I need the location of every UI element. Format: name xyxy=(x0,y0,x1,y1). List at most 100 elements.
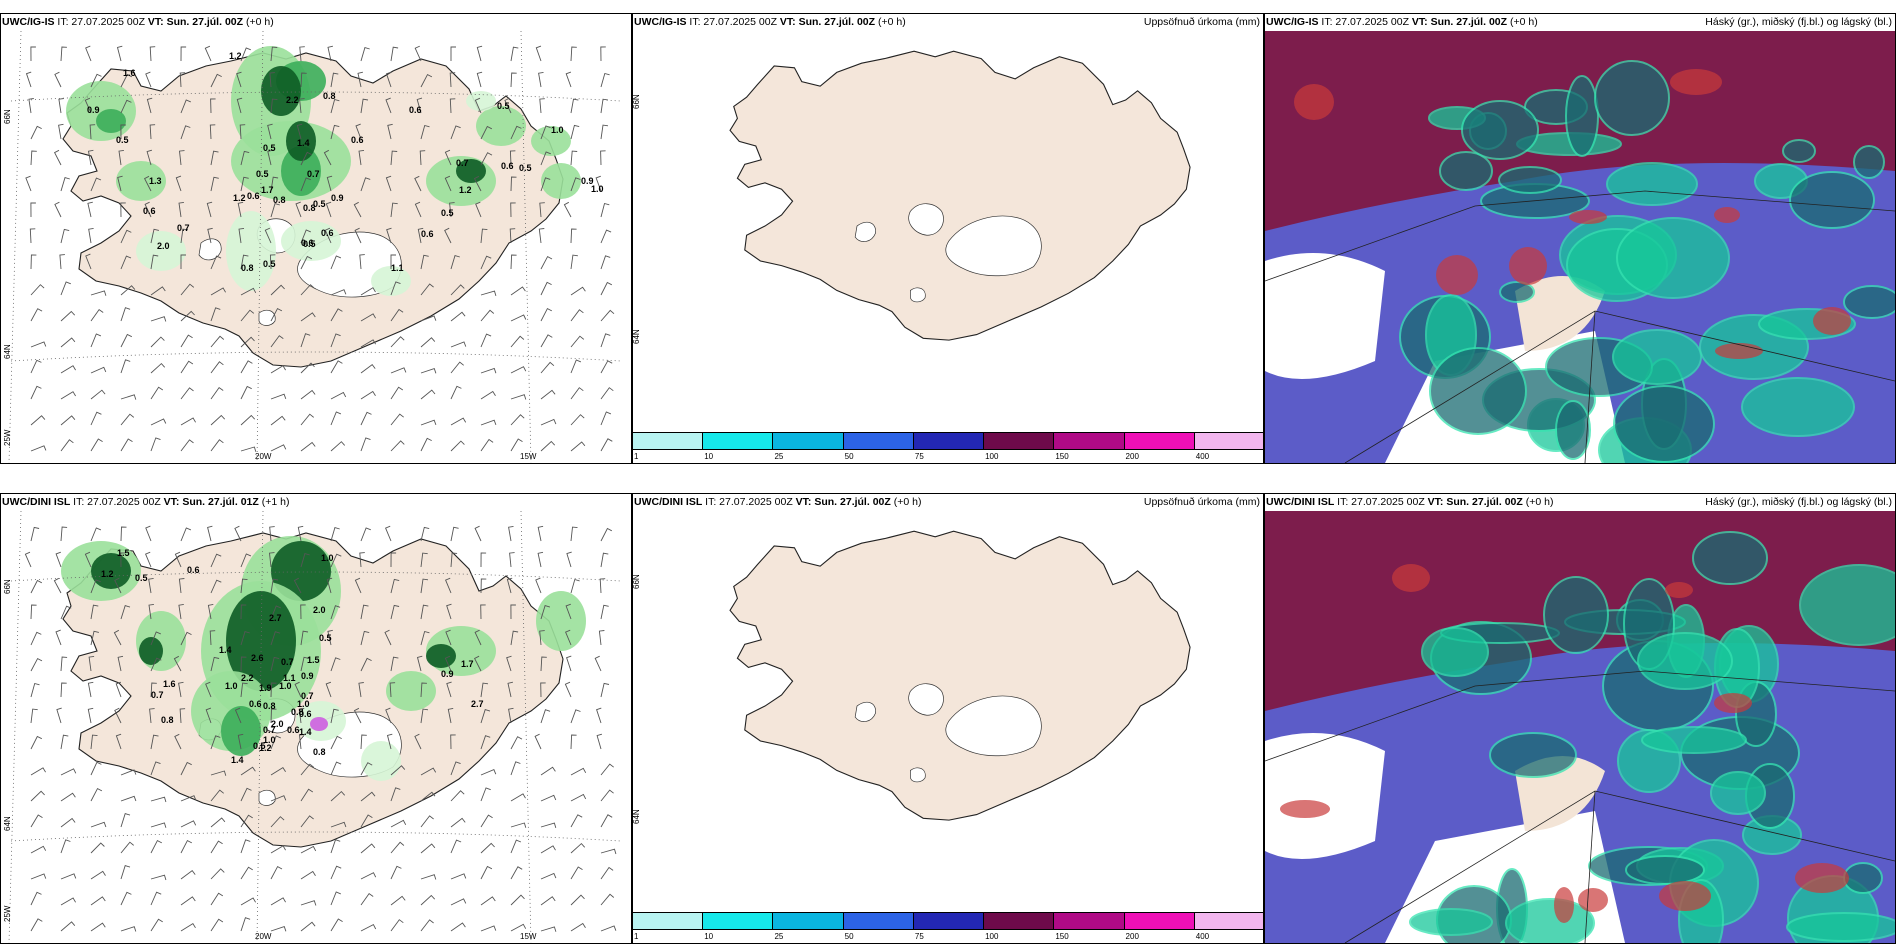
wind-barb xyxy=(180,820,197,828)
wind-barb xyxy=(390,865,402,880)
wind-barb xyxy=(210,656,220,672)
precip-value-label: 1.5 xyxy=(307,655,320,665)
wind-barb xyxy=(354,577,362,594)
wind-barb xyxy=(60,839,71,854)
precip-value-label: 1.4 xyxy=(219,645,232,655)
wind-barb xyxy=(510,793,526,802)
wind-barb xyxy=(240,917,251,932)
wind-barb xyxy=(480,333,492,348)
precip-value-label: 2.0 xyxy=(271,719,284,729)
wind-barb xyxy=(237,733,244,750)
wind-barb xyxy=(60,768,77,776)
precip-value-label: 0.6 xyxy=(287,725,300,735)
wind-barb xyxy=(420,315,437,322)
wind-barb xyxy=(450,873,467,880)
precip-value-label: 0.6 xyxy=(409,105,422,115)
wind-barb xyxy=(146,97,153,114)
wind-barb xyxy=(300,72,307,88)
wind-barb xyxy=(420,815,434,828)
precip-value-label: 0.7 xyxy=(263,725,276,735)
wind-barb xyxy=(120,841,134,854)
graticule-line xyxy=(520,511,532,943)
wind-barb xyxy=(570,526,578,542)
wind-barb xyxy=(326,577,333,594)
wind-barb xyxy=(420,389,436,400)
wind-barb xyxy=(535,45,542,62)
wind-barb xyxy=(480,842,495,854)
low-cloud-area xyxy=(1555,400,1591,460)
wind-barb xyxy=(30,790,45,802)
precip-value-label: 0.6 xyxy=(299,709,312,719)
wind-barb xyxy=(480,604,486,620)
precip-value-label: 1.4 xyxy=(231,755,244,765)
precip-value-label: 0.5 xyxy=(319,633,332,643)
wind-barb xyxy=(420,843,436,854)
wind-barb xyxy=(296,123,303,140)
low-cloud-area xyxy=(1499,281,1535,303)
colorbar-label: 75 xyxy=(914,452,924,461)
wind-barb xyxy=(30,445,47,452)
wind-barb xyxy=(330,124,340,140)
wind-barb xyxy=(480,309,495,322)
wind-barb xyxy=(60,734,69,750)
wind-barb xyxy=(570,578,580,594)
wind-barb xyxy=(210,840,223,854)
wind-barb xyxy=(150,362,166,374)
wind-barb xyxy=(420,874,437,880)
wind-barb xyxy=(386,733,393,750)
wind-barb xyxy=(473,655,482,672)
wind-barb xyxy=(480,682,489,698)
wind-barb xyxy=(358,149,365,166)
wind-barb xyxy=(540,896,556,906)
wind-barb xyxy=(240,839,251,854)
wind-barb xyxy=(143,175,152,192)
wind-barb xyxy=(28,98,34,114)
precip-area xyxy=(531,126,571,156)
wind-barb xyxy=(510,736,523,750)
wind-barb xyxy=(30,284,45,296)
wind-barb xyxy=(300,656,309,672)
wind-barb xyxy=(90,761,102,776)
precip-value-label: 0.5 xyxy=(135,573,148,583)
precip-value-label: 1.2 xyxy=(229,51,242,61)
wind-barb xyxy=(210,307,221,322)
wind-barb xyxy=(540,418,557,426)
wind-barb xyxy=(150,386,164,400)
wind-barb xyxy=(90,177,102,192)
colorbar-label: 200 xyxy=(1125,452,1139,461)
border-line xyxy=(1265,190,1895,282)
wind-barb xyxy=(327,629,333,646)
wind-barb xyxy=(446,603,452,620)
glacier xyxy=(258,789,276,806)
wind-barb xyxy=(60,281,71,296)
wind-barb xyxy=(209,124,216,140)
wind-barb xyxy=(360,363,376,374)
precip-value-label: 0.8 xyxy=(273,195,286,205)
wind-barb xyxy=(204,45,212,62)
wind-barb xyxy=(240,897,256,906)
panel-title: UWC/IG-IS IT: 27.07.2025 00Z VT: Sun. 27… xyxy=(634,16,906,28)
wind-barb xyxy=(509,552,515,568)
wind-barb xyxy=(420,368,437,374)
wind-barb xyxy=(150,228,159,244)
wind-barb xyxy=(178,578,185,594)
wind-barb xyxy=(566,551,572,568)
wind-barb xyxy=(420,337,436,348)
wind-barb xyxy=(596,733,603,750)
wind-barb xyxy=(210,868,225,880)
colorbar-swatch xyxy=(702,912,774,930)
wind-barb xyxy=(240,309,255,322)
wind-barb xyxy=(480,925,497,932)
wind-barb xyxy=(120,795,137,802)
wind-barb xyxy=(537,525,544,542)
wind-barb xyxy=(570,387,584,400)
wind-barb xyxy=(58,123,64,140)
wind-barb xyxy=(473,175,482,192)
precip-value-label: 0.6 xyxy=(187,565,200,575)
wind-barb xyxy=(330,605,341,620)
wind-barb xyxy=(210,73,222,88)
panel-r2-precip-wind: UWC/DINI ISL IT: 27.07.2025 00Z VT: Sun.… xyxy=(0,493,632,944)
wind-barb xyxy=(210,287,226,296)
map-accum-precip xyxy=(633,511,1263,921)
high-precip-spot xyxy=(310,717,328,731)
